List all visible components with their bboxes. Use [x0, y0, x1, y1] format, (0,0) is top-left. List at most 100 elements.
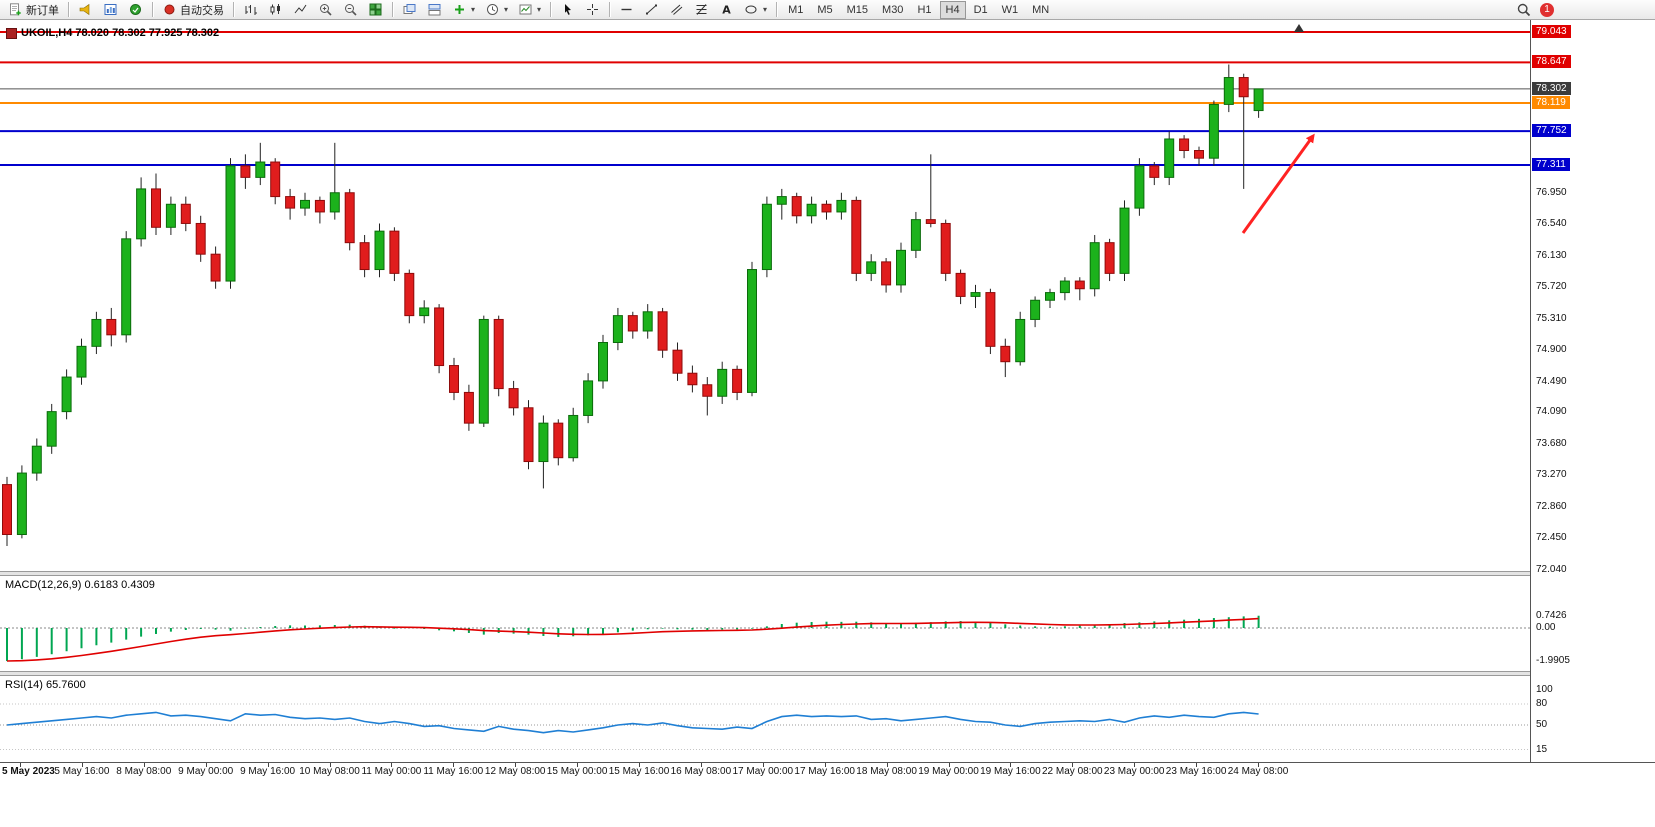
candle-body	[732, 368, 743, 393]
panel-separator[interactable]	[0, 671, 1655, 676]
candle-body	[642, 311, 653, 332]
toolbar-separator	[609, 2, 611, 17]
shapes-tool-button[interactable]: ▾	[740, 1, 771, 19]
timeframe-button-m30[interactable]: M30	[876, 1, 909, 19]
candle-body	[747, 269, 757, 393]
market-watch-button[interactable]	[124, 1, 147, 19]
time-axis-label: 11 May 00:00	[361, 766, 422, 777]
macd-chart-canvas[interactable]	[0, 576, 1530, 671]
candle-body	[16, 472, 27, 536]
rsi-panel[interactable]: RSI(14) 65.7600	[0, 676, 1530, 762]
add-indicator-button[interactable]: ▾	[448, 1, 479, 19]
candle-body	[1030, 299, 1041, 320]
price-chart-panel[interactable]: UKOIL,H4 78.020 78.302 77.925 78.302	[0, 20, 1530, 571]
timeframe-button-m5[interactable]: M5	[811, 1, 838, 19]
time-axis-tick	[1134, 763, 1136, 767]
timeframe-button-h4[interactable]: H4	[939, 0, 966, 19]
bar-chart-mode-button[interactable]	[239, 1, 262, 19]
time-axis-tick	[700, 763, 702, 767]
trendline-tool-button[interactable]	[640, 1, 663, 19]
candle-body	[463, 391, 474, 424]
price-level-badge-79.043: 79.043	[1532, 25, 1571, 38]
timeframe-button-mn[interactable]: MN	[1026, 1, 1055, 19]
candle-body	[702, 384, 713, 397]
fibonacci-tool-button[interactable]	[690, 1, 713, 19]
price-scale-label: 72.450	[1536, 532, 1567, 544]
cursor-tool-button[interactable]	[556, 1, 579, 19]
rsi-chart-canvas[interactable]	[0, 676, 1530, 762]
search-button[interactable]	[1512, 1, 1536, 19]
time-axis-label: 11 May 16:00	[423, 766, 484, 777]
rsi-scale-label: 15	[1536, 743, 1548, 755]
line-chart-mode-button[interactable]	[289, 1, 312, 19]
timeframe-button-m15[interactable]: M15	[841, 1, 874, 19]
timeframe-button-h1[interactable]: H1	[911, 1, 937, 19]
candle-body	[821, 203, 832, 213]
auto-trading-label: 自动交易	[180, 4, 224, 17]
candle-body	[1223, 77, 1234, 105]
new-order-label: 新订单	[26, 4, 59, 17]
candle-body	[1119, 207, 1130, 274]
crosshair-tool-button[interactable]	[581, 1, 604, 19]
time-axis-tick	[515, 763, 517, 767]
time-axis-tick	[1072, 763, 1074, 767]
price-level-badge-77.311: 77.311	[1532, 158, 1570, 172]
candle-body	[687, 372, 698, 386]
zoom-out-button[interactable]	[339, 1, 362, 19]
candle-body	[374, 230, 385, 271]
channel-tool-button[interactable]	[665, 1, 688, 19]
macd-panel[interactable]: MACD(12,26,9) 0.6183 0.4309	[0, 576, 1530, 671]
time-axis-label: 16 May 08:00	[670, 766, 732, 777]
text-tool-button[interactable]: A	[715, 1, 738, 19]
time-axis-label: 24 May 08:00	[1227, 766, 1289, 777]
time-axis-tick	[81, 763, 83, 767]
candle-body	[1149, 165, 1160, 178]
candlestick-chart-canvas[interactable]	[0, 20, 1530, 571]
new-order-button[interactable]: 新订单	[4, 1, 63, 19]
chart-shift-marker-icon[interactable]	[1294, 24, 1304, 32]
horizontal-line-tool-button[interactable]	[615, 1, 638, 19]
candle-body	[389, 230, 400, 274]
alerts-button[interactable]	[74, 1, 97, 19]
dropdown-caret-icon: ▾	[504, 5, 509, 14]
template-button[interactable]: ▾	[514, 1, 545, 19]
price-scale-label: 74.490	[1536, 375, 1567, 387]
candle-body	[612, 315, 623, 344]
notification-badge[interactable]: 1	[1540, 2, 1554, 17]
candle-body	[210, 253, 221, 282]
candle-body	[1000, 345, 1011, 363]
timeframe-button-d1[interactable]: D1	[968, 1, 994, 19]
timeframes-menu-button[interactable]: ▾	[481, 1, 512, 19]
add-indicator-icon	[455, 5, 464, 14]
candle-body	[195, 222, 206, 255]
time-axis-tick	[948, 763, 950, 767]
time-axis-label: 19 May 00:00	[918, 766, 979, 777]
time-axis-tick	[329, 763, 331, 767]
globe-icon	[130, 4, 141, 15]
cursor-icon	[565, 4, 572, 15]
macd-scale-label: -1.9905	[1536, 655, 1570, 667]
cascade-windows-button[interactable]	[398, 1, 421, 19]
candle-body	[1134, 165, 1145, 209]
tile-horizontal-icon	[428, 4, 441, 16]
zoom-in-button[interactable]	[314, 1, 337, 19]
tile-horizontal-button[interactable]	[423, 1, 446, 19]
line-chart-icon	[294, 4, 307, 14]
tile-windows-button[interactable]	[364, 1, 387, 19]
candlestick-mode-button[interactable]	[264, 1, 287, 19]
time-axis-tick	[886, 763, 888, 767]
trend-arrow-annotation[interactable]	[1241, 133, 1315, 234]
candle-body	[1015, 318, 1026, 363]
candle-body	[627, 315, 638, 332]
candle-body	[180, 203, 191, 224]
panel-separator[interactable]	[0, 571, 1655, 576]
time-axis-label: 23 May 16:00	[1165, 766, 1227, 777]
candle-body	[1059, 280, 1070, 294]
timeframe-button-m1[interactable]: M1	[782, 1, 809, 19]
time-axis[interactable]: 5 May 2023 5 May 16:00 8 May 08:00 9 May 00…	[0, 762, 1655, 780]
timeframe-button-w1[interactable]: W1	[996, 1, 1025, 19]
charts-window-button[interactable]	[99, 1, 122, 19]
auto-trading-button[interactable]: 自动交易	[158, 1, 228, 19]
price-axis[interactable]: 76.950 76.540 76.130 75.720 75.310 74.900 74.4…	[1530, 20, 1655, 780]
candle-body	[836, 199, 847, 213]
